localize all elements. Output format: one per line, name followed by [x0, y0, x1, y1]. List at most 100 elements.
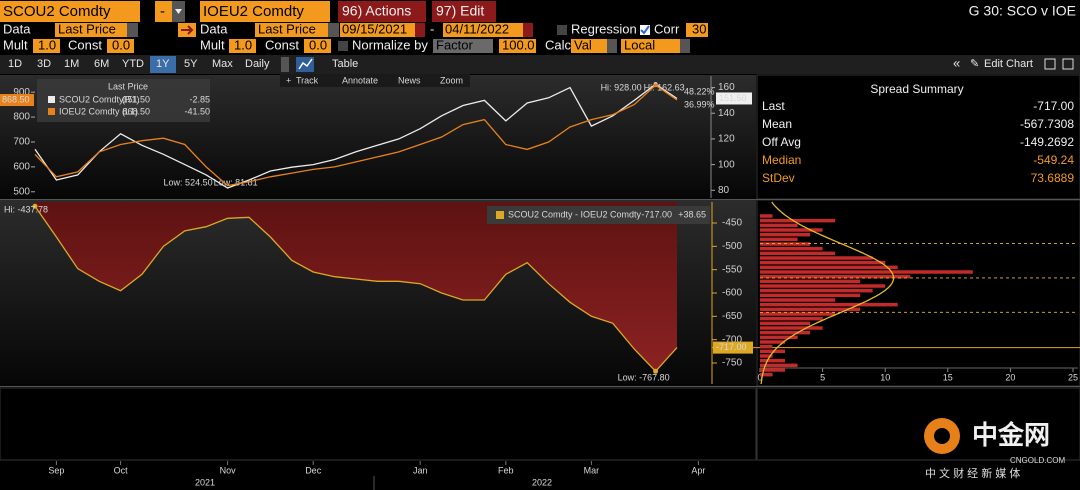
last-tag-label: 868.50 — [2, 94, 30, 104]
dropdown[interactable] — [328, 23, 339, 37]
field-box[interactable] — [571, 39, 607, 53]
watermark-tagline: 中 文 财 经 新 媒 体 — [925, 466, 1020, 480]
period[interactable]: 1M — [64, 58, 79, 70]
legend-label: IOEU2 Comdty — [59, 106, 120, 116]
hi-label: Hi: 162.63 — [644, 82, 685, 92]
chart-tool[interactable]: News — [398, 75, 421, 85]
currency[interactable]: Local — [624, 37, 655, 52]
track-icon[interactable]: + — [286, 75, 291, 85]
end-date[interactable]: 04/11/2022 — [445, 21, 509, 36]
pct-label: 36.99% — [684, 99, 715, 109]
calendar-icon[interactable] — [415, 23, 425, 37]
field-1[interactable]: Last Price — [58, 21, 116, 36]
period[interactable]: 1Y — [156, 58, 170, 70]
date-box[interactable] — [340, 23, 415, 37]
collapse-icon[interactable]: « — [953, 55, 960, 70]
x-tick-label: Nov — [220, 465, 237, 475]
checkbox[interactable] — [338, 41, 348, 51]
period[interactable]: YTD — [122, 58, 144, 70]
chart-tool[interactable]: Annotate — [342, 75, 378, 85]
calendar-icon[interactable] — [523, 23, 533, 37]
export-icon[interactable] — [1044, 58, 1056, 70]
y-tick-label: 500 — [13, 186, 30, 197]
y-tick-label: 600 — [13, 162, 30, 173]
dropdown[interactable] — [680, 39, 690, 53]
const-2[interactable]: 0.0 — [309, 37, 327, 52]
hist-bar — [760, 218, 836, 223]
corr-window[interactable]: 30 — [692, 21, 706, 36]
normalize-by: Normalize by — [352, 37, 428, 52]
security-field[interactable] — [0, 1, 140, 22]
edit-icon[interactable]: ✎ — [970, 58, 979, 70]
calc-mode[interactable]: Val — [574, 37, 592, 52]
security-2[interactable]: IOEU2 Comdty — [203, 3, 304, 20]
period[interactable]: 6M — [94, 58, 109, 70]
field-box[interactable] — [621, 39, 680, 53]
legend-swatch — [496, 211, 504, 219]
chart-tool[interactable]: Zoom — [440, 75, 463, 85]
period[interactable]: 3D — [37, 58, 51, 70]
dropdown[interactable] — [607, 39, 617, 53]
security-field[interactable] — [200, 1, 330, 22]
label: Const — [68, 37, 102, 52]
security-1[interactable]: SCOU2 Comdty — [3, 3, 111, 20]
actions-button[interactable] — [338, 1, 426, 22]
x-tick-label: 25 — [1068, 372, 1078, 382]
x-tick-label: Feb — [498, 465, 514, 475]
period[interactable]: 1D — [8, 58, 22, 70]
field-box[interactable] — [686, 23, 708, 37]
start-date[interactable]: 09/15/2021 — [342, 21, 407, 36]
frequency[interactable]: Daily — [245, 58, 270, 70]
field-box[interactable] — [433, 39, 493, 53]
operator[interactable]: - — [160, 3, 165, 20]
actions[interactable]: 96) Actions — [342, 3, 411, 19]
y-tick-label: -450 — [722, 218, 742, 229]
hist-bar — [760, 335, 798, 340]
edit-button[interactable] — [432, 1, 496, 22]
period[interactable]: 5Y — [184, 58, 198, 70]
dropdown[interactable] — [127, 23, 138, 37]
legend-value: (R1) — [122, 94, 140, 104]
field-box[interactable] — [33, 39, 60, 53]
hist-bar — [760, 232, 811, 237]
dropdown[interactable] — [281, 57, 289, 72]
table-button[interactable]: Table — [332, 58, 358, 70]
checkbox[interactable] — [557, 25, 567, 35]
normalize-method[interactable]: Factor — [436, 37, 474, 52]
hist-bar — [760, 279, 861, 284]
legend-value: +38.65 — [678, 209, 706, 219]
field-box[interactable] — [55, 23, 127, 37]
legend-label: SCOU2 Comdty — [59, 94, 124, 104]
mult-2[interactable]: 1.0 — [234, 37, 252, 52]
last-tag — [713, 341, 753, 354]
operator-field[interactable] — [155, 1, 172, 22]
function-code: G 30: SCO v IOE — [969, 3, 1076, 19]
x-tick-label: Apr — [691, 465, 705, 475]
field-box[interactable] — [304, 39, 331, 53]
period[interactable]: Max — [212, 58, 233, 70]
selected-period — [150, 56, 176, 73]
settings-icon[interactable] — [1062, 58, 1074, 70]
normalize-value[interactable]: 100.0 — [502, 37, 535, 52]
hist-bar — [760, 274, 911, 279]
low-label: Low: 81.81 — [214, 177, 258, 187]
x-tick-label: 5 — [820, 372, 825, 382]
chart-tool[interactable]: Track — [296, 75, 319, 85]
edit[interactable]: 97) Edit — [436, 3, 484, 19]
mult-1[interactable]: 1.0 — [38, 37, 56, 52]
hist-bar — [760, 363, 798, 368]
field-box[interactable] — [107, 39, 134, 53]
x-tick-label: 10 — [880, 372, 890, 382]
date-box[interactable] — [443, 23, 523, 37]
last-tag-label: -717.00 — [716, 342, 747, 352]
edit-chart[interactable]: Edit Chart — [984, 58, 1033, 70]
label: Data — [3, 21, 31, 36]
date-separator: - — [430, 21, 434, 36]
const-1[interactable]: 0.0 — [112, 37, 130, 52]
field-box[interactable] — [229, 39, 256, 53]
label: Mult — [3, 37, 28, 52]
field-box[interactable] — [255, 23, 328, 37]
field-box[interactable] — [499, 39, 536, 53]
hist-bar — [760, 326, 823, 330]
field-2[interactable]: Last Price — [258, 21, 316, 36]
